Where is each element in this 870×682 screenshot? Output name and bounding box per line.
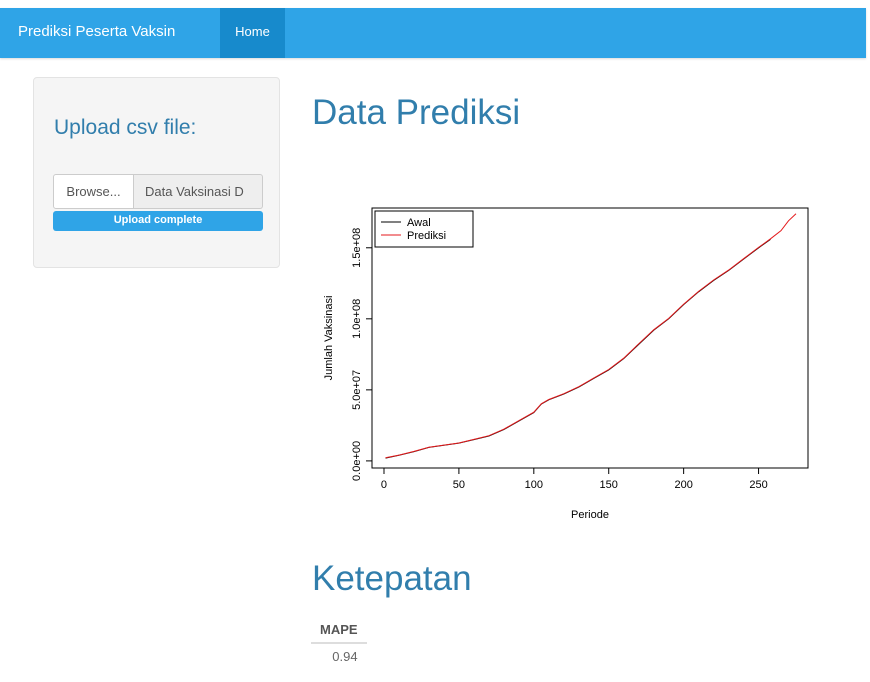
table-header-mape: MAPE [311, 616, 367, 644]
legend-label: Prediksi [407, 230, 446, 242]
navbar-brand[interactable]: Prediksi Peserta Vaksin [18, 23, 176, 40]
legend-box [374, 210, 474, 248]
plot-frame [371, 207, 809, 469]
x-tick-label: 150 [600, 479, 618, 491]
navbar: Prediksi Peserta Vaksin Home [0, 8, 866, 58]
x-tick-label: 200 [674, 479, 692, 491]
x-tick-label: 0 [381, 479, 387, 491]
x-tick-label: 250 [749, 479, 767, 491]
upload-progress-bar: Upload complete [53, 211, 263, 231]
y-tick-label: 5.0e+07 [351, 370, 363, 410]
y-tick-label: 1.5e+08 [351, 228, 363, 268]
prediction-heading: Data Prediksi [312, 93, 521, 132]
browse-button[interactable]: Browse... [53, 174, 134, 209]
accuracy-table: MAPE 0.94 [311, 616, 367, 669]
table-row: 0.94 [311, 643, 367, 669]
x-tick-label: 100 [525, 479, 543, 491]
accuracy-heading: Ketepatan [312, 559, 472, 598]
prediction-chart-svg: 0 50 100 150 200 250 0.0e+00 5.0e+07 1.0e+08 1.5e… [323, 207, 809, 521]
file-name-field[interactable]: Data Vaksinasi D [134, 174, 263, 209]
upload-panel: Upload csv file: Browse... Data Vaksinas… [33, 77, 280, 268]
prediction-plot: 0 50 100 150 200 250 0.0e+00 5.0e+07 1.0e+08 1.5e… [312, 180, 812, 545]
table-cell-mape: 0.94 [332, 649, 358, 664]
x-axis-label: Periode [571, 509, 609, 521]
nav-item-home[interactable]: Home [220, 8, 285, 58]
series-line-awal [385, 238, 771, 459]
file-input-group: Browse... Data Vaksinasi D [53, 174, 263, 209]
series-line-prediksi [385, 213, 797, 459]
y-tick-label: 1.0e+08 [351, 299, 363, 339]
upload-title: Upload csv file: [54, 116, 197, 139]
x-tick-label: 50 [453, 479, 465, 491]
legend-label: Awal [407, 217, 431, 229]
y-tick-label: 0.0e+00 [351, 441, 363, 481]
y-axis-label: Jumlah Vaksinasi [323, 296, 335, 381]
